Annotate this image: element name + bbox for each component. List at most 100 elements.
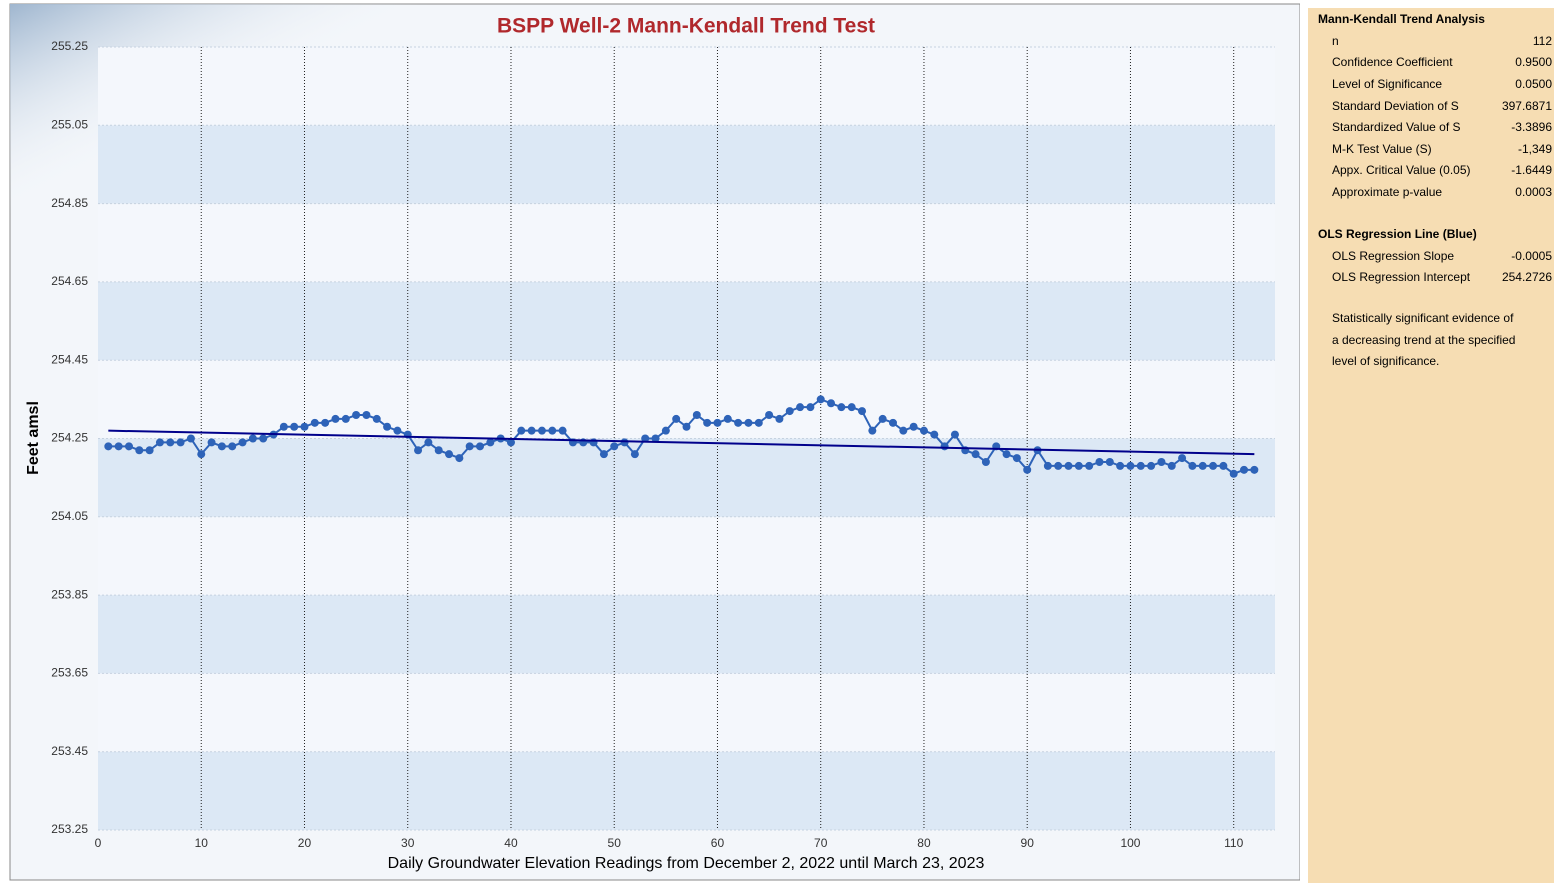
band bbox=[98, 751, 1275, 830]
data-point bbox=[713, 418, 722, 427]
data-point bbox=[1219, 461, 1228, 470]
data-point bbox=[1085, 461, 1094, 470]
data-point bbox=[506, 438, 515, 447]
stat-value: -1,349 bbox=[1517, 141, 1552, 156]
stat-label: Level of Significance bbox=[1332, 76, 1443, 91]
data-point bbox=[899, 426, 908, 435]
data-point bbox=[166, 438, 175, 447]
stat-label: Approximate p-value bbox=[1332, 184, 1443, 199]
data-point bbox=[599, 450, 608, 459]
data-point bbox=[1188, 461, 1197, 470]
data-point bbox=[186, 434, 195, 443]
band bbox=[98, 203, 1275, 282]
data-point bbox=[1136, 461, 1145, 470]
y-tick-label: 254.05 bbox=[51, 509, 88, 523]
data-point bbox=[661, 426, 670, 435]
band bbox=[98, 516, 1275, 596]
spacer bbox=[1308, 203, 1554, 223]
x-tick-label: 60 bbox=[711, 836, 725, 850]
stat-value: 112 bbox=[1532, 33, 1552, 48]
data-point bbox=[445, 450, 454, 459]
data-point bbox=[1012, 454, 1021, 463]
data-point bbox=[145, 446, 154, 455]
data-point bbox=[217, 442, 226, 451]
section-title: OLS Regression Line (Blue) bbox=[1318, 226, 1477, 241]
chart-title: BSPP Well-2 Mann-Kendall Trend Test bbox=[497, 15, 875, 38]
stat-row: Confidence Coefficient 0.9500 bbox=[1308, 52, 1554, 74]
data-point bbox=[1064, 461, 1073, 470]
spacer bbox=[1308, 288, 1554, 308]
y-tick-label: 254.85 bbox=[51, 196, 88, 210]
y-tick-label: 253.45 bbox=[51, 744, 88, 758]
y-tick-label: 254.45 bbox=[51, 352, 88, 366]
data-point bbox=[558, 426, 567, 435]
data-point bbox=[630, 450, 639, 459]
stat-label: Standard Deviation of S bbox=[1332, 98, 1459, 113]
data-point bbox=[341, 414, 350, 423]
data-point bbox=[919, 426, 928, 435]
data-point bbox=[321, 418, 330, 427]
data-point bbox=[124, 442, 133, 451]
data-point bbox=[1147, 461, 1156, 470]
chart: 253.25 253.45 253.65 253.85 254.05 254.25 254.… bbox=[9, 3, 1300, 881]
y-tick-label: 254.65 bbox=[51, 274, 88, 288]
data-point bbox=[1095, 457, 1104, 466]
data-point bbox=[909, 422, 918, 431]
data-point bbox=[1116, 461, 1125, 470]
x-axis-label: Daily Groundwater Elevation Readings fro… bbox=[388, 855, 985, 872]
data-point bbox=[641, 434, 650, 443]
data-point bbox=[816, 395, 825, 404]
data-point bbox=[1209, 461, 1218, 470]
stat-row: n 112 bbox=[1308, 30, 1554, 52]
data-point bbox=[1167, 461, 1176, 470]
data-point bbox=[259, 434, 268, 443]
regression-line bbox=[108, 429, 1255, 456]
data-point bbox=[1250, 465, 1259, 474]
data-point bbox=[692, 411, 701, 420]
data-point bbox=[1178, 454, 1187, 463]
x-tick-label: 0 bbox=[95, 836, 102, 850]
data-point bbox=[610, 442, 619, 451]
stat-label: Confidence Coefficient bbox=[1332, 55, 1453, 70]
data-point bbox=[620, 438, 629, 447]
stat-value: 397.6871 bbox=[1501, 98, 1552, 113]
data-point bbox=[775, 414, 784, 423]
y-tick-label: 253.65 bbox=[51, 666, 88, 680]
data-point bbox=[734, 418, 743, 427]
x-tick-label: 90 bbox=[1021, 836, 1035, 850]
stat-row: Approximate p-value 0.0003 bbox=[1308, 181, 1554, 203]
data-point bbox=[672, 414, 681, 423]
section-title: Mann-Kendall Trend Analysis bbox=[1318, 12, 1485, 26]
data-point bbox=[362, 411, 371, 420]
x-tick-label: 40 bbox=[504, 836, 518, 850]
data-point bbox=[806, 403, 815, 412]
data-point bbox=[868, 426, 877, 435]
band bbox=[98, 673, 1275, 752]
stat-value: 0.0003 bbox=[1515, 184, 1552, 199]
data-point bbox=[1043, 461, 1052, 470]
data-point bbox=[372, 414, 381, 423]
data-point bbox=[796, 403, 805, 412]
band bbox=[98, 125, 1275, 204]
y-tick-label: 253.25 bbox=[51, 822, 88, 836]
data-point bbox=[414, 446, 423, 455]
stat-label: OLS Regression Slope bbox=[1332, 248, 1455, 263]
data-point bbox=[971, 450, 980, 459]
stat-value: 0.9500 bbox=[1515, 55, 1552, 70]
x-tick-label: 50 bbox=[608, 836, 622, 850]
data-point bbox=[827, 399, 836, 408]
data-point bbox=[765, 411, 774, 420]
data-point bbox=[114, 442, 123, 451]
data-point bbox=[888, 418, 897, 427]
data-point bbox=[331, 414, 340, 423]
data-point bbox=[1105, 457, 1114, 466]
data-point bbox=[548, 426, 557, 435]
data-point bbox=[1229, 469, 1238, 478]
data-point bbox=[383, 422, 392, 431]
data-point bbox=[465, 442, 474, 451]
data-point bbox=[1054, 461, 1063, 470]
stat-label: Standardized Value of S bbox=[1332, 120, 1461, 135]
data-point bbox=[744, 418, 753, 427]
stat-row: OLS Regression Slope -0.0005 bbox=[1308, 245, 1554, 267]
stat-row: Standard Deviation of S 397.6871 bbox=[1308, 95, 1554, 117]
